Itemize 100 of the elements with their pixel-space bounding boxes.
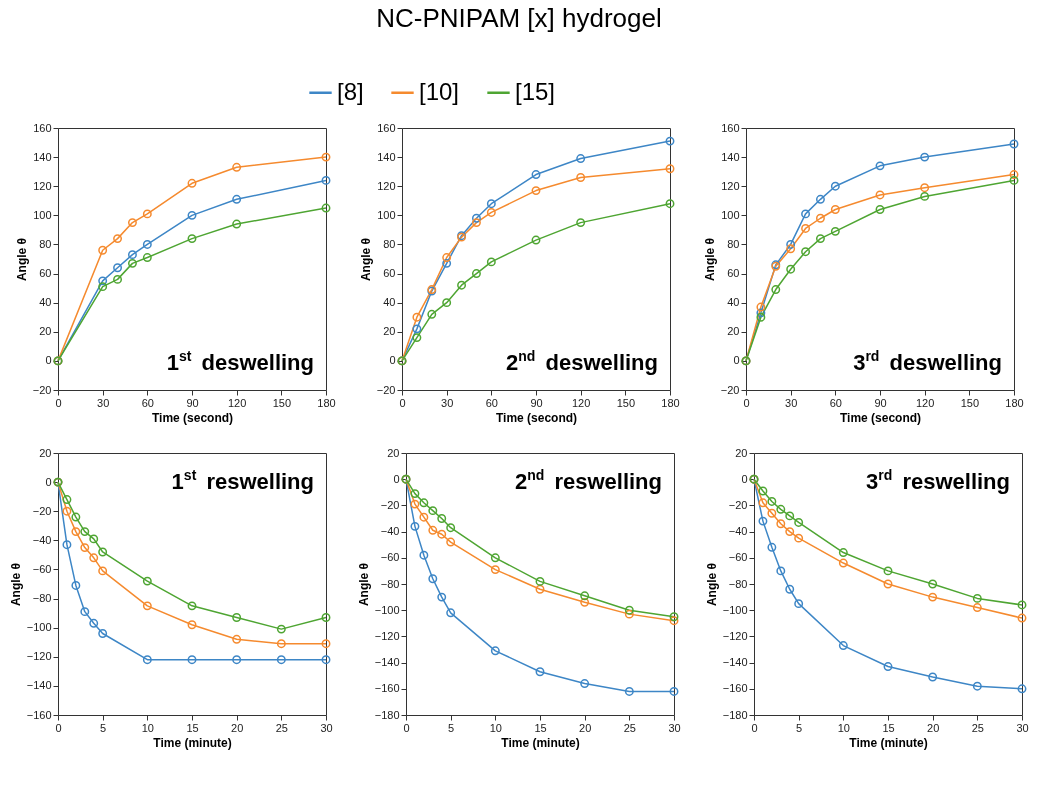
y-tick-label: 20 bbox=[727, 325, 740, 338]
y-tick-label: 100 bbox=[377, 208, 396, 221]
x-tick-label: 120 bbox=[915, 396, 935, 409]
y-tick-label: −20 bbox=[720, 383, 740, 396]
y-tick-label: 160 bbox=[33, 121, 52, 134]
x-tick-label: 30 bbox=[668, 721, 681, 734]
y-axis-title: Angle θ bbox=[702, 237, 717, 282]
y-tick-label: 40 bbox=[383, 296, 396, 309]
x-tick-label: 5 bbox=[448, 721, 455, 734]
y-tick-label: −40 bbox=[380, 525, 400, 538]
y-tick-label: 40 bbox=[39, 296, 52, 309]
y-tick-label: 140 bbox=[377, 150, 396, 163]
y-tick-label: 0 bbox=[45, 354, 52, 367]
x-tick-label: 0 bbox=[751, 721, 758, 734]
x-axis-title: Time (second) bbox=[495, 410, 578, 425]
x-axis-title: Time (minute) bbox=[501, 735, 580, 750]
y-tick-label: 0 bbox=[741, 472, 748, 485]
x-axis-title: Time (second) bbox=[839, 410, 922, 425]
y-tick-label: 40 bbox=[727, 296, 740, 309]
y-tick-label: −60 bbox=[32, 562, 52, 575]
y-tick-label: 140 bbox=[33, 150, 52, 163]
y-tick-label: −100 bbox=[26, 621, 52, 634]
y-tick-label: −140 bbox=[26, 679, 52, 692]
y-tick-label: 60 bbox=[39, 267, 52, 280]
x-tick-label: 30 bbox=[320, 721, 333, 734]
y-tick-label: −60 bbox=[728, 551, 748, 564]
x-tick-label: 15 bbox=[186, 721, 199, 734]
x-tick-label: 120 bbox=[227, 396, 247, 409]
y-tick-label: −160 bbox=[374, 682, 400, 695]
x-tick-label: 90 bbox=[186, 396, 199, 409]
x-tick-label: 20 bbox=[579, 721, 592, 734]
y-tick-label: 120 bbox=[721, 179, 740, 192]
y-tick-label: 80 bbox=[39, 237, 52, 250]
x-tick-label: 25 bbox=[971, 721, 984, 734]
y-tick-label: −20 bbox=[376, 383, 396, 396]
y-tick-label: 100 bbox=[33, 208, 52, 221]
y-axis-title: Angle θ bbox=[358, 237, 373, 282]
y-tick-label: −180 bbox=[374, 708, 400, 721]
y-tick-label: 100 bbox=[721, 208, 740, 221]
x-tick-label: 5 bbox=[796, 721, 803, 734]
x-axis-title: Time (minute) bbox=[153, 735, 232, 750]
x-tick-label: 15 bbox=[882, 721, 895, 734]
y-axis-title: Angle θ bbox=[14, 237, 29, 282]
x-tick-label: 30 bbox=[97, 396, 110, 409]
x-tick-label: 25 bbox=[623, 721, 636, 734]
x-tick-label: 30 bbox=[1016, 721, 1029, 734]
y-tick-label: −160 bbox=[26, 708, 52, 721]
y-tick-label: 80 bbox=[383, 237, 396, 250]
x-axis-title: Time (minute) bbox=[849, 735, 928, 750]
x-tick-label: 15 bbox=[534, 721, 547, 734]
y-tick-label: −60 bbox=[380, 551, 400, 564]
y-tick-label: 20 bbox=[383, 325, 396, 338]
x-tick-label: 60 bbox=[829, 396, 842, 409]
y-tick-label: −20 bbox=[32, 504, 52, 517]
x-axis-title: Time (second) bbox=[151, 410, 234, 425]
y-tick-label: 120 bbox=[377, 179, 396, 192]
y-tick-label: 0 bbox=[393, 472, 400, 485]
y-tick-label: −120 bbox=[374, 629, 400, 642]
y-tick-label: −20 bbox=[32, 383, 52, 396]
y-tick-label: −120 bbox=[26, 650, 52, 663]
y-tick-label: 80 bbox=[727, 237, 740, 250]
y-tick-label: −180 bbox=[722, 708, 748, 721]
y-tick-label: 20 bbox=[735, 446, 748, 459]
y-axis-title: Angle θ bbox=[8, 562, 23, 607]
y-tick-label: −20 bbox=[380, 498, 400, 511]
y-tick-label: 160 bbox=[377, 121, 396, 134]
x-tick-label: 150 bbox=[616, 396, 636, 409]
y-tick-label: −40 bbox=[728, 525, 748, 538]
x-tick-label: 5 bbox=[100, 721, 107, 734]
legend-label: [10] bbox=[419, 77, 460, 105]
x-tick-label: 20 bbox=[927, 721, 940, 734]
y-tick-label: −120 bbox=[722, 629, 748, 642]
x-tick-label: 60 bbox=[485, 396, 498, 409]
x-tick-label: 30 bbox=[785, 396, 798, 409]
x-tick-label: 120 bbox=[571, 396, 591, 409]
y-tick-label: 20 bbox=[387, 446, 400, 459]
x-tick-label: 180 bbox=[1005, 396, 1024, 409]
y-tick-label: −160 bbox=[722, 682, 748, 695]
x-tick-label: 0 bbox=[55, 396, 62, 409]
x-tick-label: 150 bbox=[960, 396, 980, 409]
y-tick-label: −80 bbox=[32, 592, 52, 605]
y-tick-label: −140 bbox=[722, 656, 748, 669]
y-tick-label: −80 bbox=[728, 577, 748, 590]
y-tick-label: 60 bbox=[383, 267, 396, 280]
x-tick-label: 180 bbox=[317, 396, 336, 409]
x-tick-label: 25 bbox=[275, 721, 288, 734]
legend-label: [15] bbox=[515, 77, 556, 105]
legend-label: [8] bbox=[337, 77, 364, 105]
y-tick-label: −20 bbox=[728, 498, 748, 511]
x-tick-label: 10 bbox=[141, 721, 154, 734]
y-tick-label: 0 bbox=[733, 354, 740, 367]
y-tick-label: −100 bbox=[722, 603, 748, 616]
x-tick-label: 0 bbox=[55, 721, 62, 734]
x-tick-label: 60 bbox=[141, 396, 154, 409]
y-tick-label: 20 bbox=[39, 325, 52, 338]
text: NC-PNIPAM [x] hydrogel bbox=[376, 3, 662, 33]
y-tick-label: 0 bbox=[389, 354, 396, 367]
y-tick-label: −80 bbox=[380, 577, 400, 590]
x-tick-label: 90 bbox=[530, 396, 543, 409]
y-tick-label: −40 bbox=[32, 533, 52, 546]
